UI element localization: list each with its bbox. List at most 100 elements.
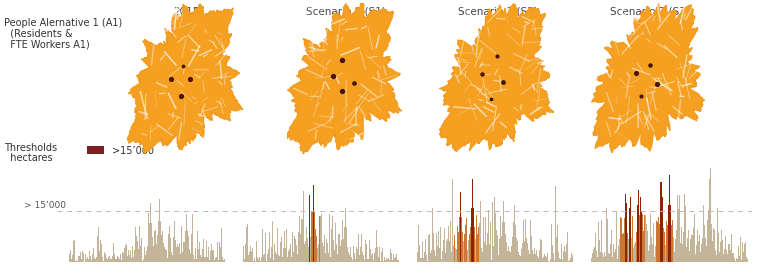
Bar: [190, 253, 191, 262]
Bar: [112, 243, 114, 262]
Bar: [142, 261, 143, 262]
Bar: [199, 243, 200, 262]
Bar: [271, 248, 272, 262]
Bar: [509, 251, 510, 262]
Bar: [136, 236, 138, 262]
Bar: [283, 248, 284, 262]
Point: [485, 96, 497, 101]
Bar: [159, 199, 160, 262]
Bar: [111, 258, 112, 262]
Bar: [424, 252, 425, 262]
Bar: [198, 249, 199, 262]
Bar: [286, 229, 287, 262]
Bar: [172, 252, 173, 262]
Bar: [515, 225, 516, 262]
Bar: [636, 232, 637, 262]
Bar: [453, 245, 454, 262]
Bar: [511, 237, 513, 262]
Bar: [158, 221, 159, 262]
Bar: [418, 225, 419, 262]
Bar: [272, 221, 273, 262]
Bar: [498, 255, 499, 262]
Bar: [686, 246, 687, 262]
Text: FTE Workers A1): FTE Workers A1): [4, 40, 90, 50]
Bar: [383, 261, 384, 262]
Bar: [258, 259, 259, 262]
Bar: [443, 240, 445, 262]
Point: [347, 81, 359, 86]
Bar: [262, 229, 264, 262]
Bar: [648, 251, 649, 262]
Bar: [523, 220, 524, 262]
Bar: [505, 234, 506, 262]
Bar: [223, 260, 224, 262]
Bar: [656, 221, 657, 262]
Bar: [68, 254, 70, 262]
Bar: [195, 248, 196, 262]
Bar: [516, 238, 517, 262]
Bar: [527, 243, 528, 262]
Bar: [735, 261, 736, 262]
Bar: [500, 216, 501, 262]
Bar: [160, 235, 162, 262]
Bar: [293, 236, 295, 262]
Bar: [479, 223, 480, 262]
Bar: [90, 256, 91, 262]
Bar: [288, 251, 289, 262]
Bar: [746, 259, 748, 262]
Polygon shape: [287, 3, 401, 154]
Bar: [480, 201, 482, 262]
Bar: [501, 236, 502, 262]
Bar: [274, 244, 275, 262]
Bar: [729, 244, 730, 262]
Bar: [280, 242, 281, 262]
Bar: [213, 258, 214, 262]
Bar: [605, 256, 606, 262]
Bar: [743, 244, 745, 262]
Bar: [243, 246, 244, 262]
Bar: [179, 243, 180, 262]
Bar: [131, 258, 132, 262]
Bar: [279, 256, 280, 262]
Bar: [99, 251, 100, 262]
Bar: [193, 255, 194, 262]
Bar: [82, 251, 84, 262]
Bar: [143, 259, 144, 262]
Bar: [145, 255, 146, 262]
Bar: [609, 254, 610, 262]
Bar: [732, 253, 733, 262]
Bar: [654, 246, 656, 262]
Bar: [278, 255, 279, 262]
Bar: [688, 230, 689, 262]
Bar: [675, 239, 676, 262]
Bar: [658, 240, 660, 262]
Bar: [315, 229, 316, 262]
Bar: [637, 205, 638, 262]
Bar: [708, 210, 709, 262]
Bar: [200, 255, 201, 262]
Bar: [248, 255, 249, 262]
Bar: [504, 222, 505, 262]
Bar: [491, 260, 492, 262]
Bar: [725, 236, 726, 262]
Bar: [303, 191, 305, 262]
Bar: [463, 241, 464, 262]
Bar: [482, 248, 483, 262]
Bar: [646, 224, 647, 262]
Bar: [163, 247, 165, 262]
Bar: [328, 253, 329, 262]
Bar: [664, 232, 665, 262]
Bar: [336, 244, 337, 262]
Bar: [624, 218, 625, 262]
Text: Scenario 1 (S1): Scenario 1 (S1): [306, 7, 386, 17]
Bar: [285, 248, 286, 262]
Bar: [259, 257, 261, 262]
Bar: [722, 240, 723, 262]
Bar: [436, 233, 438, 262]
Bar: [712, 241, 714, 262]
Bar: [369, 240, 370, 262]
Bar: [382, 249, 383, 262]
Bar: [651, 244, 653, 262]
Bar: [486, 245, 487, 262]
Bar: [174, 221, 176, 262]
